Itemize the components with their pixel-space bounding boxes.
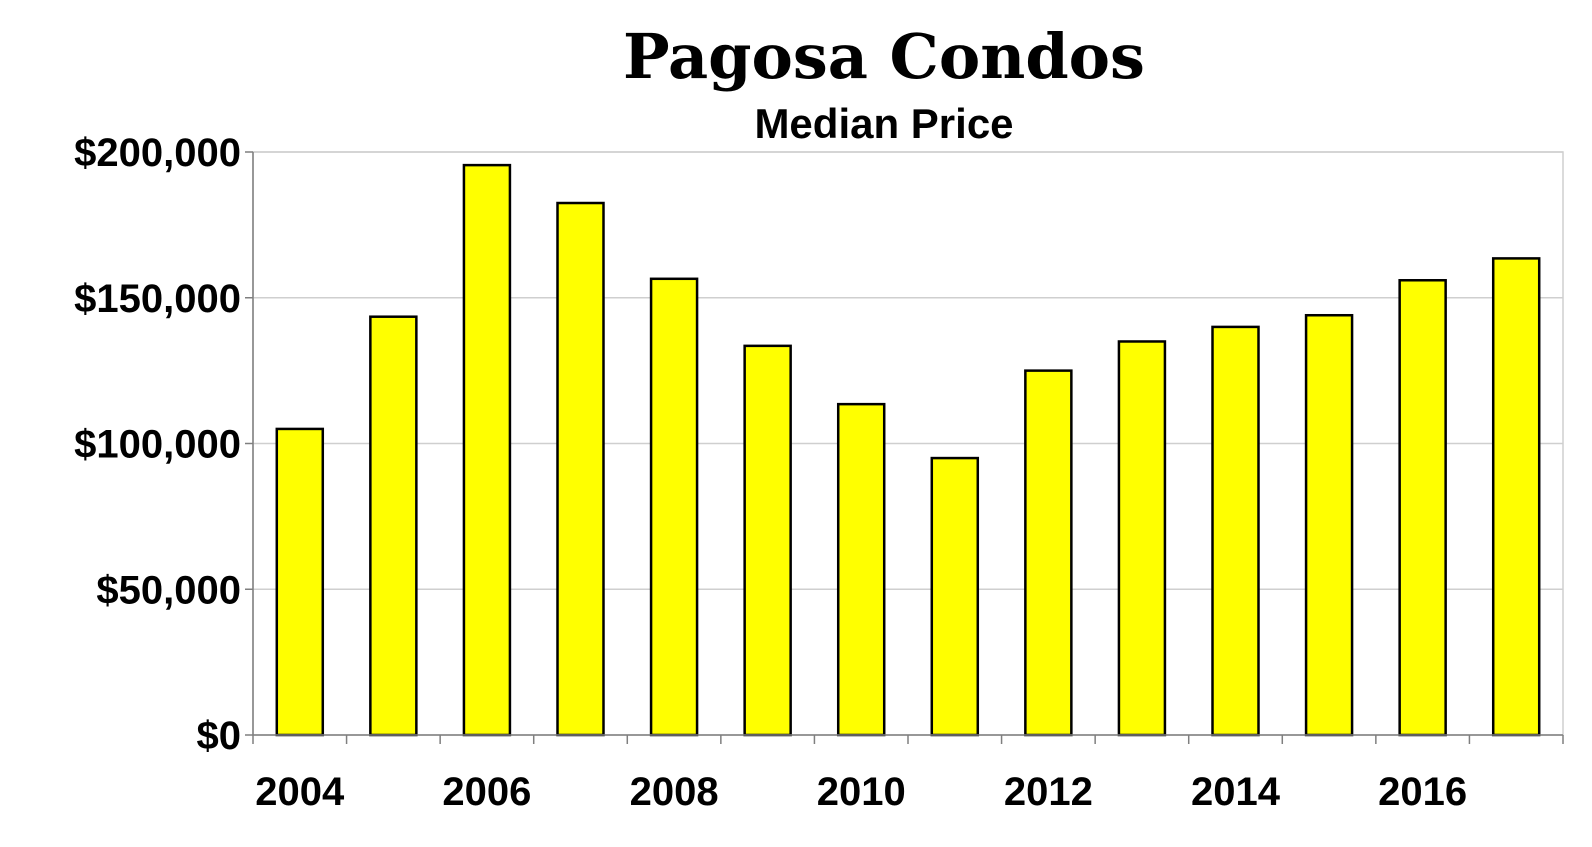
bar-2009 [743, 344, 792, 737]
bar-2006 [462, 163, 512, 737]
y-tick-label: $100,000 [74, 423, 241, 467]
x-axis: 2004 2006 2008 2010 2012 2014 2016 [252, 734, 1564, 814]
x-tick-label: 2012 [1004, 770, 1093, 814]
bar-2011 [930, 456, 980, 737]
x-tick-label: 2006 [442, 770, 531, 814]
bar-2008 [649, 277, 699, 737]
bar-2005 [369, 315, 418, 737]
bar-2013 [1117, 340, 1167, 737]
bar-2004 [275, 427, 325, 737]
x-tick-label: 2004 [255, 770, 345, 814]
y-tick-label: $200,000 [74, 131, 241, 175]
y-tick-label: $0 [197, 714, 242, 758]
y-tick-label: $50,000 [96, 568, 241, 612]
x-tick-label: 2008 [630, 770, 719, 814]
chart-title: Pagosa Condos [623, 20, 1145, 93]
bar-2014 [1211, 325, 1260, 737]
bar-2010 [836, 402, 886, 737]
bars [275, 163, 1541, 737]
plot-area: 2004 2006 2008 2010 2012 2014 2016 $0 $50,000 $1… [74, 131, 1564, 814]
bar-2012 [1024, 369, 1073, 737]
y-axis: $0 $50,000 $100,000 $150,000 $200,000 [74, 131, 254, 758]
bar-2015 [1304, 313, 1354, 737]
bar-2016 [1398, 279, 1447, 737]
bar-2017 [1491, 257, 1541, 737]
x-tick-label: 2016 [1378, 770, 1467, 814]
bar-2007 [556, 201, 605, 737]
x-tick-label: 2014 [1191, 770, 1281, 814]
chart-subtitle: Median Price [754, 100, 1013, 147]
y-tick-label: $150,000 [74, 277, 241, 321]
gridlines [253, 151, 1563, 590]
x-tick-label: 2010 [817, 770, 906, 814]
